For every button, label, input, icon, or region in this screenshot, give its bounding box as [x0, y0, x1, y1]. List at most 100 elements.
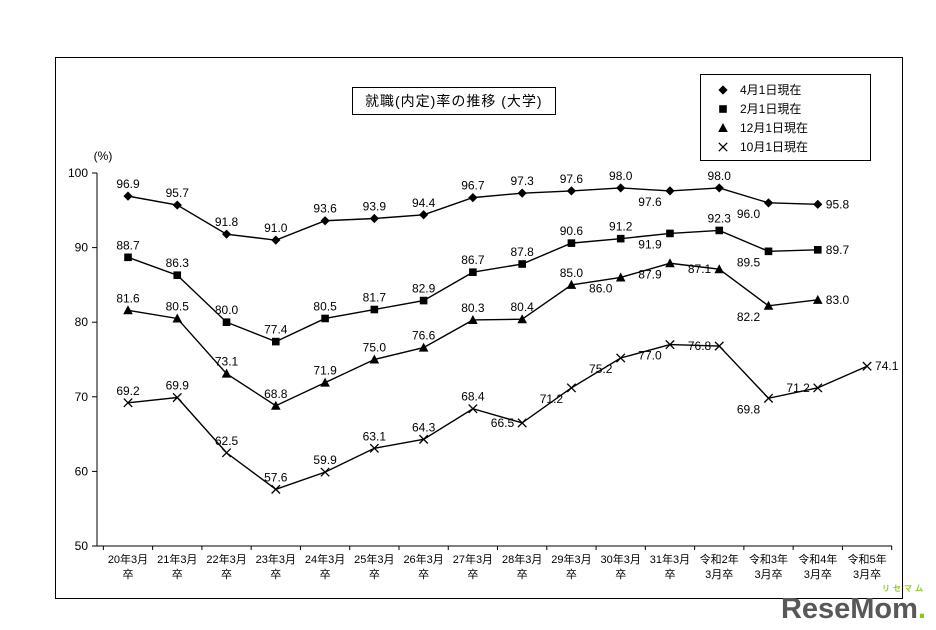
data-label: 76.6 [412, 329, 436, 343]
data-label: 80.5 [166, 299, 190, 313]
data-label: 81.7 [363, 291, 387, 305]
series-line-triangle [127, 262, 818, 407]
x-axis-tick-label: 令和2年 [700, 552, 739, 566]
square-legend-icon [719, 104, 727, 113]
square-marker-icon [813, 246, 822, 254]
y-axis-tick-label: 80 [75, 315, 89, 329]
data-label: 91.2 [609, 220, 633, 234]
x-axis-tick-label: 卒 [615, 567, 626, 581]
triangle-marker-icon [172, 313, 183, 323]
data-label: 90.6 [560, 224, 584, 238]
diamond-marker-icon [221, 229, 232, 239]
legend-item: 4月1日現在 [701, 80, 870, 99]
square-marker-icon [567, 239, 576, 247]
x-axis-tick-label: 21年3月 [157, 552, 197, 566]
data-label: 91.8 [215, 215, 239, 229]
diamond-marker-icon [566, 186, 577, 196]
x-marker-icon [271, 484, 281, 494]
series-line-x [127, 343, 868, 491]
data-label: 96.7 [461, 179, 485, 193]
data-label: 86.3 [166, 256, 190, 270]
triangle-marker-icon [812, 294, 823, 304]
diamond-marker-icon [172, 200, 182, 210]
data-label: 89.5 [737, 255, 761, 269]
data-label: 71.2 [786, 381, 810, 395]
data-label: 68.4 [461, 390, 485, 404]
x-axis-tick-label: 卒 [320, 567, 331, 581]
triangle-marker-icon [665, 258, 675, 268]
data-label: 92.3 [708, 211, 732, 225]
data-label: 80.3 [461, 301, 485, 315]
data-label: 96.9 [116, 177, 140, 191]
x-axis-tick-label: 27年3月 [453, 552, 493, 566]
data-label: 93.9 [363, 200, 387, 214]
x-axis-tick-label: 31年3月 [650, 552, 690, 566]
data-label: 69.2 [116, 384, 140, 398]
x-axis-tick-label: 20年3月 [108, 552, 148, 566]
triangle-marker-icon [320, 377, 330, 387]
diamond-marker-icon [714, 183, 724, 193]
data-label: 63.1 [363, 429, 387, 443]
legend-item: 10月1日現在 [701, 137, 870, 156]
data-label: 76.8 [688, 339, 712, 353]
triangle-legend-icon [718, 122, 728, 132]
square-marker-icon [173, 271, 182, 280]
x-marker-icon [665, 339, 675, 350]
diamond-marker-icon [468, 193, 478, 203]
x-axis-tick-label: 令和3年 [749, 552, 788, 566]
data-label: 86.0 [589, 281, 613, 295]
diamond-marker-icon [763, 198, 774, 208]
x-marker-icon [123, 398, 133, 408]
x-axis-tick-label: 卒 [123, 567, 134, 581]
data-label: 75.0 [363, 341, 387, 355]
square-marker-icon [124, 253, 132, 262]
square-marker-icon [272, 337, 280, 346]
resemom-logo: リセマム ReseMom. [781, 585, 926, 624]
x-axis-tick-label: 卒 [664, 567, 675, 581]
y-axis-tick-label: 90 [75, 241, 89, 255]
triangle-marker-icon [718, 122, 728, 132]
triangle-marker-icon [123, 305, 133, 315]
legend-item: 2月1日現在 [701, 99, 870, 118]
data-label: 80.5 [313, 299, 337, 313]
square-marker-icon [469, 268, 477, 277]
x-axis-tick-label: 卒 [221, 567, 232, 581]
data-label: 64.3 [412, 420, 436, 434]
x-axis-tick-label: 29年3月 [551, 552, 591, 566]
data-label: 71.2 [540, 392, 564, 406]
x-axis-tick-label: 26年3月 [403, 552, 443, 566]
data-label: 77.0 [638, 349, 662, 363]
square-marker-icon [222, 318, 231, 326]
x-axis-tick-label: 卒 [418, 567, 429, 581]
x-axis-tick-label: 卒 [467, 567, 478, 581]
triangle-marker-icon [369, 354, 380, 364]
data-label: 87.9 [638, 267, 662, 281]
x-marker-icon [718, 141, 728, 152]
resemom-logo-wordmark: ReseMom. [781, 593, 926, 625]
data-label: 82.2 [737, 310, 761, 324]
triangle-marker-icon [418, 342, 429, 352]
x-axis-tick-label: 卒 [566, 567, 577, 581]
y-axis-tick-label: 60 [75, 464, 89, 478]
data-label: 77.4 [264, 323, 288, 337]
data-label: 89.7 [826, 243, 850, 257]
data-label: 98.0 [609, 169, 633, 183]
data-label: 91.9 [638, 237, 662, 251]
square-marker-icon [518, 260, 526, 268]
x-marker-icon [763, 393, 774, 403]
diamond-marker-icon [665, 186, 675, 196]
x-axis-tick-label: 22年3月 [206, 552, 246, 566]
x-axis-tick-label: 30年3月 [601, 552, 641, 566]
x-axis-tick-label: 卒 [172, 567, 183, 581]
x-axis-tick-label: 卒 [517, 567, 528, 581]
square-marker-icon [419, 296, 428, 305]
data-label: 81.6 [116, 291, 140, 305]
triangle-marker-icon [271, 400, 281, 410]
x-axis-tick-label: 24年3月 [305, 552, 345, 566]
diamond-marker-icon [718, 84, 728, 95]
data-label: 87.1 [688, 262, 712, 276]
x-marker-icon [616, 353, 626, 363]
data-label: 75.2 [589, 362, 613, 376]
x-marker-icon [221, 448, 232, 458]
